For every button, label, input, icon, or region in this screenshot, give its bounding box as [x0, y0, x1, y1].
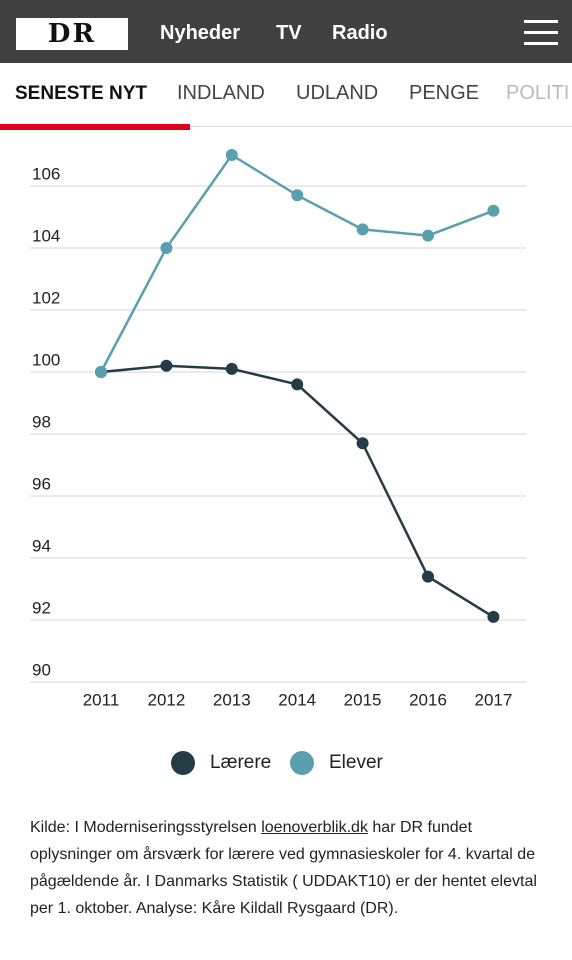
x-tick-label: 2013: [213, 690, 251, 709]
tab[interactable]: UDLAND: [296, 82, 379, 104]
tab-bar: SENESTE NYT INDLAND UDLAND PENGE POLITI: [0, 63, 572, 127]
data-point: [95, 366, 107, 378]
source-note: Kilde: I Moderniseringsstyrelsen loenove…: [30, 814, 550, 922]
data-point: [356, 223, 369, 236]
data-point: [422, 229, 434, 242]
menu-button[interactable]: [524, 20, 558, 46]
x-tick-label: 2015: [344, 690, 382, 709]
chart: 90 92 94 96 98 100 102 104 106 2011 2012 2013 2014 20…: [30, 149, 526, 775]
data-point: [356, 437, 369, 450]
x-tick-label: 2014: [278, 690, 316, 709]
nav-link[interactable]: Nyheder: [160, 22, 241, 44]
tab[interactable]: INDLAND: [177, 82, 265, 104]
data-point: [160, 242, 173, 254]
y-tick-label: 106: [32, 164, 60, 183]
tab[interactable]: PENGE: [409, 82, 480, 104]
y-tick-label: 90: [32, 660, 51, 679]
legend-label: Lærere: [210, 752, 271, 773]
data-point: [487, 610, 500, 623]
y-tick-label: 92: [32, 598, 51, 617]
data-point: [291, 189, 304, 202]
data-point: [422, 570, 434, 583]
x-tick-label: 2011: [83, 690, 120, 709]
tab[interactable]: POLITI: [506, 82, 570, 104]
y-tick-label: 100: [32, 350, 60, 369]
data-point: [225, 362, 238, 375]
y-tick-label: 102: [32, 288, 60, 307]
nav-link[interactable]: Radio: [332, 22, 388, 44]
y-tick-label: 98: [32, 412, 51, 431]
source-text: har DR fundet oplysninger om årsværk for…: [30, 819, 537, 917]
tab[interactable]: SENESTE NYT: [15, 83, 147, 104]
logo[interactable]: DR: [16, 18, 128, 50]
y-tick-label: 104: [32, 226, 60, 245]
legend-label: Elever: [329, 752, 384, 773]
y-tick-label: 94: [32, 536, 51, 555]
x-tick-label: 2017: [474, 690, 512, 709]
data-point: [487, 204, 500, 217]
legend-swatch: [171, 751, 195, 775]
top-bar: DR Nyheder TV Radio: [0, 0, 572, 63]
data-point: [160, 359, 173, 372]
nav-link[interactable]: TV: [276, 22, 302, 44]
x-tick-label: 2016: [409, 690, 447, 709]
data-point: [225, 149, 238, 161]
x-tick-label: 2012: [147, 690, 185, 709]
source-text: Kilde: I Moderniseringsstyrelsen: [30, 819, 257, 836]
source-link[interactable]: loenoverblik.dk: [261, 819, 368, 836]
active-tab-indicator: [0, 124, 190, 130]
series-line: [99, 153, 494, 373]
y-tick-label: 96: [32, 474, 51, 493]
legend-swatch: [290, 751, 314, 775]
series-line: [100, 364, 495, 618]
data-point: [291, 378, 304, 391]
